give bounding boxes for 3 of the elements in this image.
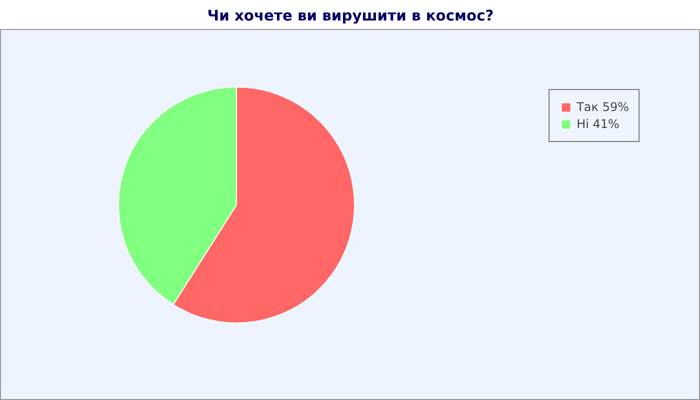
legend-label: Так 59% (576, 100, 629, 114)
legend-label: Ні 41% (576, 117, 620, 131)
chart-title: Чи хочете ви вирушити в космос? (207, 8, 494, 24)
